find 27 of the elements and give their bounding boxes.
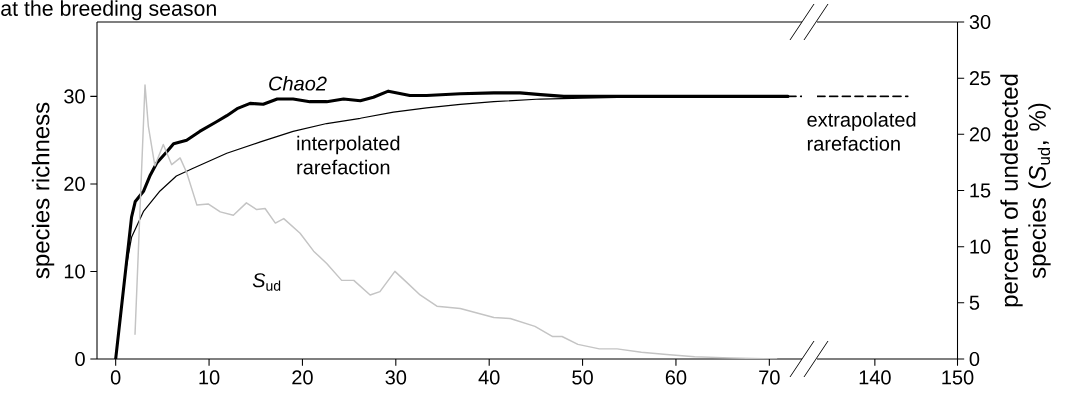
x-tick-label: 10 [199,370,220,385]
annotation: extrapolated rarefaction [807,112,916,151]
x-tick-label: 40 [478,370,500,385]
x-tick-label: 30 [385,370,407,385]
x-tick-label: 20 [292,370,313,385]
y2-tick-label: 20 [969,127,991,142]
x-tick-label: 140 [859,370,891,385]
y2-tick-label: 15 [970,183,991,198]
y2-tick-label: 25 [969,71,991,86]
y2-tick-label: 30 [969,14,991,30]
y2-tick-label: 5 [969,295,980,310]
x-tick-label: 0 [110,370,121,385]
x-tick-label: 70 [759,370,780,385]
annotation: interpolated rarefaction [297,135,400,175]
x-tick-label: 50 [572,370,593,385]
x-tick-label: 60 [665,370,687,385]
x-tick-label: 150 [942,370,974,385]
y2-tick-label: 0 [969,351,980,367]
y-tick-label: 10 [64,264,85,279]
annotation: Chao2 [269,75,327,91]
y-axis-title: species richness [31,102,55,279]
y-tick-label: 0 [75,351,85,367]
y2-tick-label: 10 [970,239,991,254]
y-tick-label: 20 [64,176,85,192]
annotation: S$_{ud}$ [252,273,281,291]
y-tick-label: 30 [64,89,85,104]
chart-title: at the breeding season [1,0,216,21]
